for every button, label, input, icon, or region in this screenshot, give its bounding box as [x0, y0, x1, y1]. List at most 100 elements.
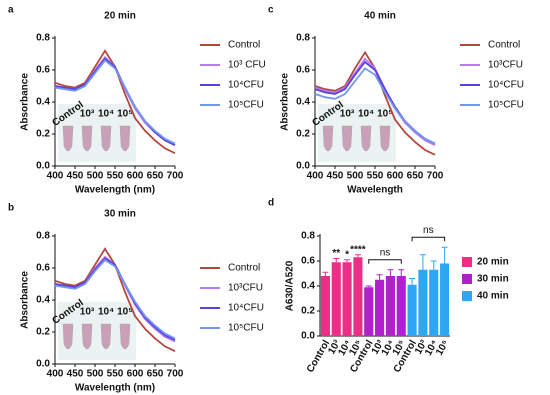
tube: [341, 125, 353, 152]
legend-label: Control: [228, 40, 260, 51]
line: [314, 67, 436, 145]
y-tick-label: 0.2: [296, 129, 310, 140]
tube: [322, 125, 334, 152]
tube: [100, 125, 112, 152]
legend-label: 30 min: [477, 274, 509, 285]
error-bar: [322, 271, 329, 276]
legend-label: 10³ CFU: [228, 60, 266, 71]
y-tick-label: 0.8: [301, 231, 315, 242]
panel-letter: a: [8, 5, 14, 16]
x-tick-label: 550: [107, 171, 124, 182]
error-bar: [387, 269, 394, 276]
x-tick-label: 400: [47, 171, 64, 182]
bracket-label: ns: [423, 225, 434, 236]
x-tick-label: 500: [87, 369, 104, 380]
y-tick-label: 0.4: [36, 295, 50, 306]
bar: [396, 276, 406, 336]
bar: [364, 287, 374, 336]
bar: [353, 257, 363, 336]
x-tick-label: 550: [367, 171, 384, 182]
chart-title: 30 min: [104, 209, 136, 220]
y-axis-title: Absorbance: [20, 271, 31, 329]
chart-title: 40 min: [364, 11, 396, 22]
x-axis-title: Wavelength (nm): [75, 383, 155, 394]
legend-label: Control: [488, 40, 520, 51]
x-tick-label: 700: [167, 369, 184, 380]
x-tick-label: 600: [127, 369, 144, 380]
significance-label: *: [345, 249, 349, 260]
significance-bracket: [411, 236, 446, 242]
tube: [100, 323, 112, 350]
error-bar: [365, 285, 372, 288]
tube: [119, 323, 131, 350]
tube: [81, 323, 93, 350]
inset-label: 10⁴: [98, 307, 114, 318]
x-tick-label: 500: [347, 171, 364, 182]
y-tick-label: 0.8: [36, 231, 50, 242]
significance-label: **: [332, 248, 340, 259]
x-tick-label: 650: [407, 171, 424, 182]
x-tick-label: 600: [127, 171, 144, 182]
x-tick-label: Control: [305, 338, 332, 374]
bar: [320, 276, 330, 336]
bar: [342, 262, 352, 336]
legend-label: 10⁴CFU: [228, 303, 264, 314]
error-bar: [430, 260, 437, 270]
bar: [429, 269, 439, 336]
y-axis-title: Absorbance: [280, 73, 291, 131]
error-bar: [409, 278, 416, 285]
y-axis-title: Absorbance: [20, 73, 31, 131]
y-tick-label: 0.0: [296, 161, 310, 172]
bar: [331, 262, 341, 336]
inset-label: 10³: [80, 109, 95, 120]
y-tick-label: 0.4: [296, 97, 310, 108]
bar: [407, 284, 417, 336]
inset-label: 10⁵: [117, 109, 133, 120]
error-bar: [354, 254, 361, 258]
inset-label: 10⁵: [377, 109, 393, 120]
y-tick-label: 0.0: [36, 161, 50, 172]
y-tick-label: 0.6: [296, 65, 310, 76]
x-tick-label: 450: [327, 171, 344, 182]
x-tick-label: 500: [87, 171, 104, 182]
bar: [440, 263, 450, 336]
legend-label: 10⁴CFU: [228, 80, 264, 91]
y-tick-label: 0.4: [301, 281, 315, 292]
x-tick-label: 450: [67, 171, 84, 182]
error-bar: [441, 246, 448, 264]
x-axis-title: Wavelength (nm): [75, 185, 155, 196]
y-tick-label: 0.6: [36, 263, 50, 274]
y-tick-label: 0.6: [36, 65, 50, 76]
inset-label: 10⁴: [358, 109, 374, 120]
line: [54, 258, 176, 340]
legend-label: 10⁵CFU: [228, 100, 264, 111]
bar: [385, 276, 395, 336]
y-tick-label: 0.8: [296, 33, 310, 44]
y-tick-label: 0.6: [301, 256, 315, 267]
panel-letter: b: [8, 203, 14, 214]
y-axis-title: A630/A520: [285, 260, 296, 311]
tube: [62, 125, 74, 152]
error-bar: [398, 269, 405, 276]
legend-label: 10⁵CFU: [488, 100, 524, 111]
tube: [360, 125, 372, 152]
y-tick-label: 0.2: [301, 306, 315, 317]
tube: [81, 125, 93, 152]
x-tick-label: 700: [167, 171, 184, 182]
x-tick-label: 700: [427, 171, 444, 182]
error-bar: [344, 259, 351, 263]
panel-letter: c: [268, 5, 274, 16]
legend-label: 10³CFU: [228, 283, 263, 294]
inset-label: 10⁴: [98, 109, 114, 120]
bar: [375, 279, 385, 336]
legend-label: 10⁵CFU: [228, 323, 264, 334]
x-tick-label: 450: [67, 369, 84, 380]
y-tick-label: 0.0: [36, 359, 50, 370]
significance-bracket: [368, 259, 402, 264]
y-tick-label: 0.4: [36, 97, 50, 108]
inset-label: 10³: [80, 307, 95, 318]
legend-label: 10³CFU: [488, 60, 523, 71]
